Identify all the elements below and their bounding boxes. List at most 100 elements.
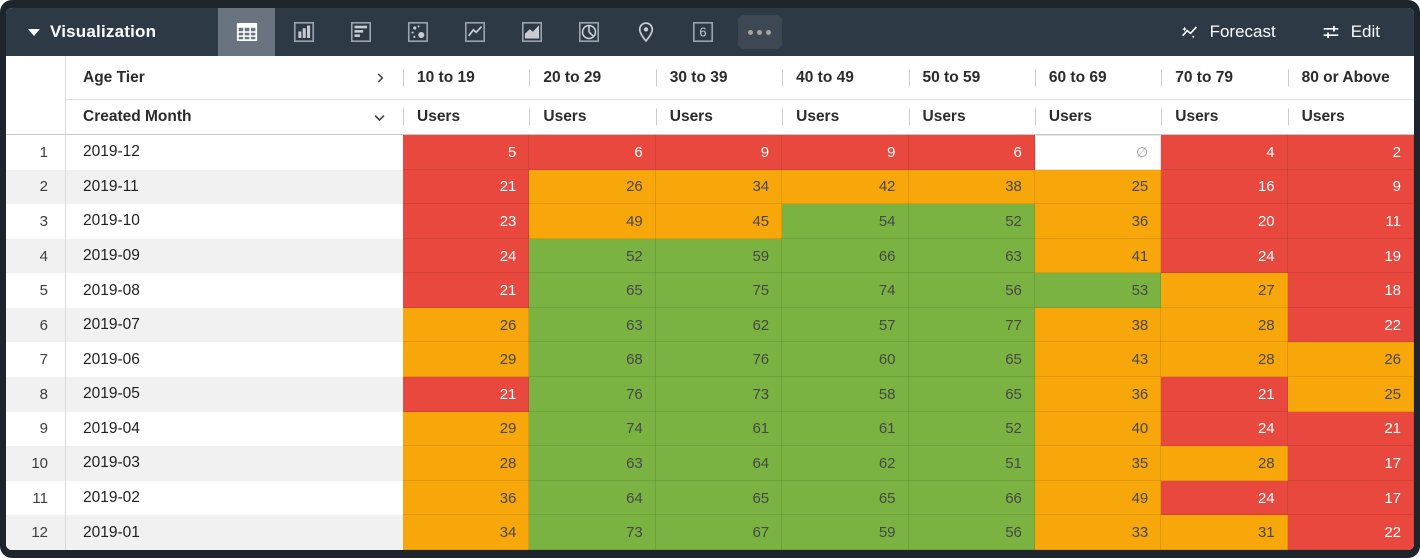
measure-column-header[interactable]: Users: [1034, 100, 1162, 135]
value-cell[interactable]: 49: [529, 204, 656, 239]
value-cell[interactable]: 17: [1287, 446, 1414, 481]
month-cell[interactable]: 2019-07: [65, 307, 403, 343]
value-cell[interactable]: 77: [908, 307, 1035, 343]
value-cell[interactable]: 2: [1287, 135, 1414, 170]
value-cell[interactable]: 42: [782, 169, 909, 205]
value-cell[interactable]: 45: [655, 204, 783, 239]
value-cell[interactable]: 33: [1034, 515, 1162, 550]
value-cell[interactable]: 24: [1161, 238, 1288, 274]
value-cell[interactable]: 51: [908, 446, 1035, 481]
age-tier-column-header[interactable]: 30 to 39: [655, 56, 783, 100]
value-cell[interactable]: 65: [908, 377, 1035, 412]
value-cell[interactable]: 60: [782, 342, 909, 378]
pivot-field-header[interactable]: Age Tier: [65, 56, 403, 100]
value-cell[interactable]: 23: [403, 204, 530, 239]
value-cell[interactable]: 68: [529, 342, 656, 378]
month-cell[interactable]: 2019-12: [65, 135, 403, 170]
value-cell[interactable]: 54: [782, 204, 909, 239]
month-cell[interactable]: 2019-09: [65, 238, 403, 274]
value-cell[interactable]: 73: [529, 515, 656, 550]
value-cell[interactable]: 65: [782, 480, 909, 516]
value-cell[interactable]: 65: [529, 273, 656, 308]
value-cell[interactable]: 29: [403, 411, 530, 447]
value-cell[interactable]: 6: [529, 135, 656, 170]
value-cell[interactable]: 9: [655, 135, 783, 170]
value-cell[interactable]: 59: [655, 238, 783, 274]
value-cell[interactable]: 56: [908, 515, 1035, 550]
value-cell[interactable]: 17: [1287, 480, 1414, 516]
value-cell[interactable]: 35: [1034, 446, 1162, 481]
row-bar-chart-icon[interactable]: [332, 8, 389, 56]
value-cell[interactable]: 9: [1287, 169, 1414, 205]
value-cell[interactable]: 49: [1034, 480, 1162, 516]
map-pin-icon[interactable]: [617, 8, 674, 56]
value-cell[interactable]: 56: [908, 273, 1035, 308]
value-cell[interactable]: 52: [529, 238, 656, 274]
edit-button[interactable]: Edit: [1320, 21, 1380, 43]
age-tier-column-header[interactable]: 20 to 29: [529, 56, 656, 100]
value-cell[interactable]: 62: [782, 446, 909, 481]
value-cell[interactable]: 61: [655, 411, 783, 447]
value-cell[interactable]: 63: [908, 238, 1035, 274]
value-cell[interactable]: 62: [655, 307, 783, 343]
measure-column-header[interactable]: Users: [908, 100, 1035, 135]
bar-chart-icon[interactable]: [275, 8, 332, 56]
month-cell[interactable]: 2019-08: [65, 273, 403, 308]
value-cell[interactable]: 65: [655, 480, 783, 516]
value-cell[interactable]: 22: [1287, 515, 1414, 550]
value-cell[interactable]: 52: [908, 204, 1035, 239]
value-cell[interactable]: 75: [655, 273, 783, 308]
measure-column-header[interactable]: Users: [1161, 100, 1288, 135]
value-cell[interactable]: 20: [1161, 204, 1288, 239]
value-cell[interactable]: 74: [782, 273, 909, 308]
row-field-header[interactable]: Created Month: [65, 100, 403, 135]
age-tier-column-header[interactable]: 10 to 19: [403, 56, 530, 100]
value-cell[interactable]: 22: [1287, 307, 1414, 343]
value-cell[interactable]: 34: [655, 169, 783, 205]
measure-column-header[interactable]: Users: [403, 100, 530, 135]
value-cell[interactable]: 28: [1161, 342, 1288, 378]
month-cell[interactable]: 2019-01: [65, 515, 403, 550]
value-cell[interactable]: 52: [908, 411, 1035, 447]
value-cell[interactable]: 21: [403, 169, 530, 205]
age-tier-column-header[interactable]: 70 to 79: [1161, 56, 1288, 100]
value-cell[interactable]: 26: [529, 169, 656, 205]
value-cell[interactable]: 6: [908, 135, 1035, 170]
value-cell[interactable]: 29: [403, 342, 530, 378]
value-cell[interactable]: 24: [1161, 480, 1288, 516]
value-cell[interactable]: 24: [1161, 411, 1288, 447]
value-cell[interactable]: 28: [1161, 307, 1288, 343]
value-cell[interactable]: 36: [1034, 204, 1162, 239]
measure-column-header[interactable]: Users: [529, 100, 656, 135]
value-cell[interactable]: 43: [1034, 342, 1162, 378]
value-cell[interactable]: 18: [1287, 273, 1414, 308]
month-cell[interactable]: 2019-10: [65, 204, 403, 239]
value-cell[interactable]: 64: [529, 480, 656, 516]
measure-column-header[interactable]: Users: [1287, 100, 1414, 135]
age-tier-column-header[interactable]: 80 or Above: [1287, 56, 1414, 100]
month-cell[interactable]: 2019-04: [65, 411, 403, 447]
value-cell[interactable]: 26: [1287, 342, 1414, 378]
value-cell[interactable]: 34: [403, 515, 530, 550]
more-viz-options-button[interactable]: [731, 8, 788, 56]
value-cell[interactable]: 66: [782, 238, 909, 274]
value-cell[interactable]: 65: [908, 342, 1035, 378]
value-cell[interactable]: 11: [1287, 204, 1414, 239]
value-cell[interactable]: 28: [1161, 446, 1288, 481]
value-cell[interactable]: 74: [529, 411, 656, 447]
table-chart-icon[interactable]: [218, 8, 275, 56]
value-cell[interactable]: 40: [1034, 411, 1162, 447]
value-cell[interactable]: 27: [1161, 273, 1288, 308]
value-cell[interactable]: 21: [1161, 377, 1288, 412]
month-cell[interactable]: 2019-05: [65, 377, 403, 412]
line-chart-icon[interactable]: [446, 8, 503, 56]
value-cell[interactable]: 21: [1287, 411, 1414, 447]
value-cell[interactable]: 26: [403, 307, 530, 343]
value-cell[interactable]: 31: [1161, 515, 1288, 550]
value-cell[interactable]: 76: [529, 377, 656, 412]
value-cell[interactable]: 19: [1287, 238, 1414, 274]
area-chart-icon[interactable]: [503, 8, 560, 56]
value-cell[interactable]: 4: [1161, 135, 1288, 170]
value-cell[interactable]: 36: [1034, 377, 1162, 412]
value-cell[interactable]: 58: [782, 377, 909, 412]
